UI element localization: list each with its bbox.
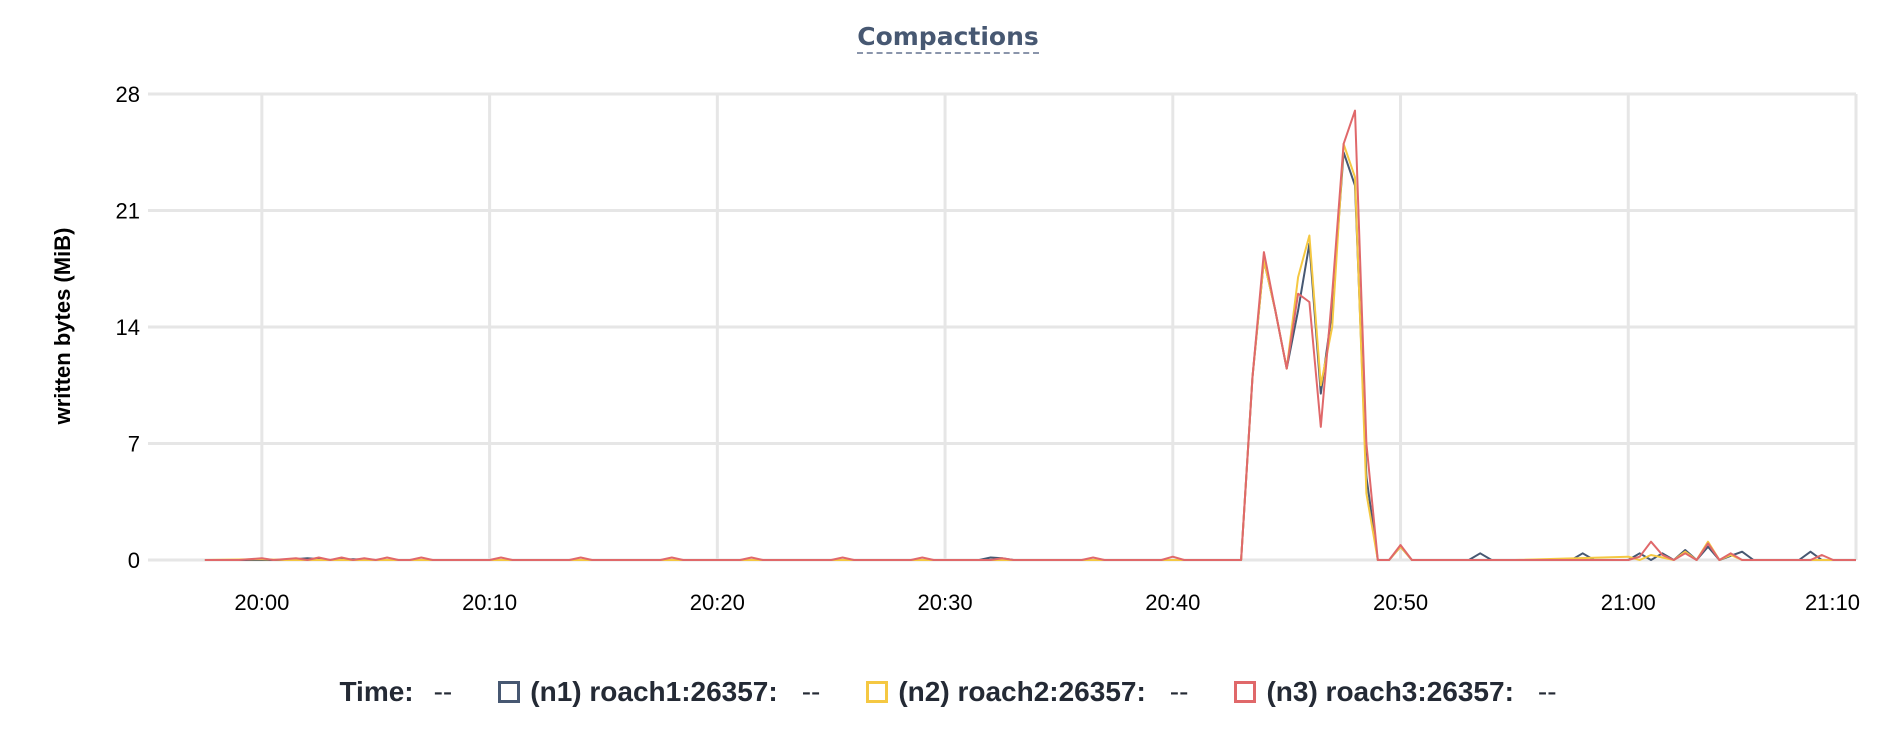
legend-swatch-n1: [498, 681, 521, 703]
series-line-n3[interactable]: [204, 109, 1856, 561]
y-axis-label: written bytes (MiB): [50, 228, 75, 426]
legend-swatch-n2: [866, 681, 889, 703]
x-tick-label: 21:00: [1601, 590, 1656, 615]
chart-title[interactable]: Compactions: [857, 22, 1039, 54]
legend-item-n3[interactable]: (n3) roach3:26357: --: [1234, 676, 1557, 708]
legend-label-n2: (n2) roach2:26357:: [898, 676, 1146, 707]
y-tick-labels: 0 7 14 21 28: [116, 82, 140, 573]
series-line-n1[interactable]: [204, 151, 1856, 561]
series-line-n2[interactable]: [204, 142, 1856, 561]
legend-item-n1[interactable]: (n1) roach1:26357: --: [498, 676, 820, 708]
legend-time-label: Time:: [339, 676, 414, 707]
legend-label-n1: (n1) roach1:26357:: [530, 676, 778, 707]
x-tick-label: 20:10: [462, 590, 517, 615]
legend-value-n1: --: [801, 676, 821, 707]
x-tick-label: 20:30: [918, 590, 973, 615]
x-tick-label: 20:00: [234, 590, 289, 615]
legend-label-n3: (n3) roach3:26357:: [1266, 676, 1514, 707]
y-tick-label: 28: [116, 82, 140, 107]
legend-time: Time: --: [339, 676, 452, 708]
x-tick-label: 21:10: [1805, 590, 1860, 615]
legend: Time: -- (n1) roach1:26357: -- (n2) roac…: [0, 672, 1896, 712]
x-tick-label: 20:50: [1373, 590, 1428, 615]
x-tick-label: 20:20: [690, 590, 745, 615]
grid-lines: [148, 92, 1858, 562]
chart-title-wrap: Compactions: [0, 22, 1896, 54]
x-tick-labels: 20:00 20:10 20:20 20:30 20:40 20:50 21:00 21:10: [234, 590, 1860, 615]
legend-item-n2[interactable]: (n2) roach2:26357: --: [866, 676, 1188, 708]
legend-time-value: --: [433, 676, 453, 707]
y-tick-label: 7: [128, 432, 140, 457]
legend-value-n3: --: [1537, 676, 1557, 707]
series-lines: [204, 109, 1856, 561]
y-tick-label: 14: [116, 315, 140, 340]
x-tick-label: 20:40: [1145, 590, 1200, 615]
y-tick-label: 21: [116, 199, 140, 224]
legend-swatch-n3: [1234, 681, 1257, 703]
legend-value-n2: --: [1169, 676, 1189, 707]
y-tick-label: 0: [128, 548, 140, 573]
